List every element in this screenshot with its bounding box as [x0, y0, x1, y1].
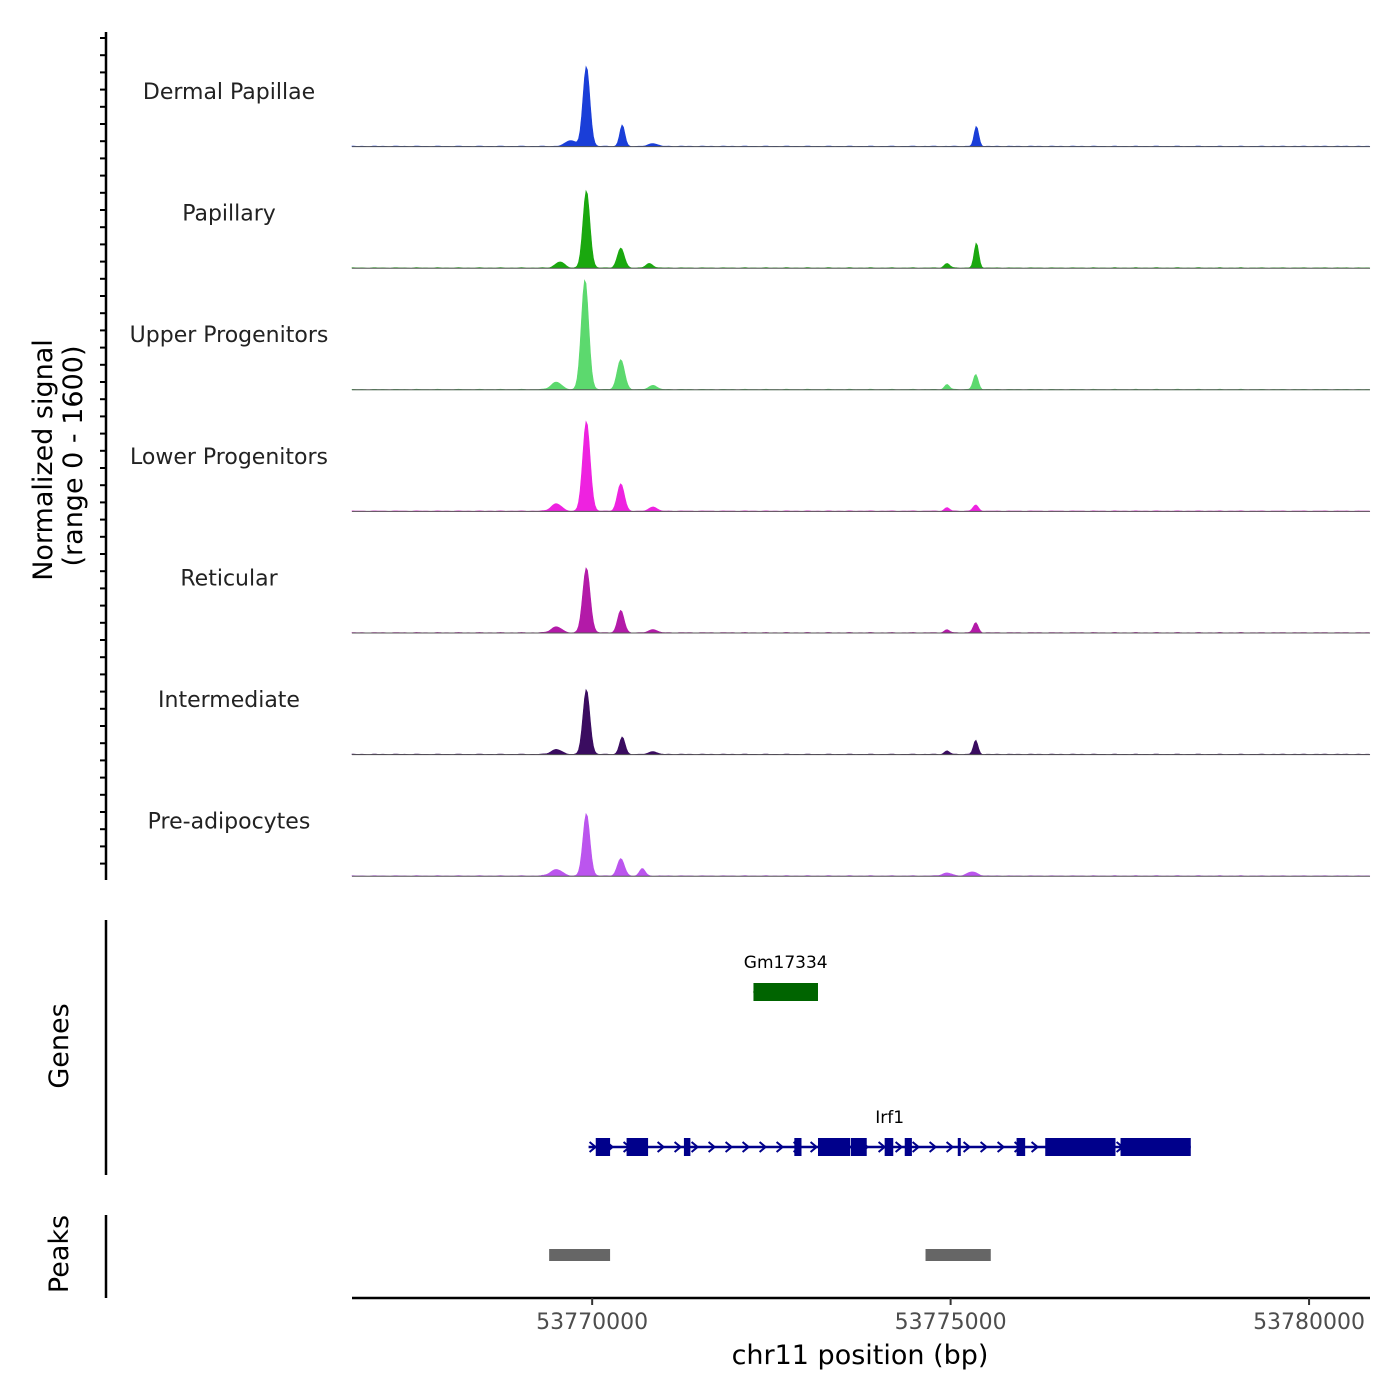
- strand-chevron: [945, 1141, 955, 1153]
- gene-label: Gm17334: [744, 953, 828, 973]
- x-tick-label: 53775000: [895, 1310, 1007, 1335]
- strand-chevron: [758, 1141, 768, 1153]
- gene-exon: [1045, 1138, 1116, 1156]
- y-axis-range-label: (range 0 - 1600): [58, 346, 89, 567]
- signal-area: [351, 189, 1371, 269]
- gene-exon: [595, 1138, 611, 1156]
- gene-exon: [683, 1138, 691, 1156]
- signal-area: [351, 812, 1371, 877]
- signal-area: [351, 420, 1371, 512]
- gene-exon: [1120, 1138, 1191, 1156]
- gene-exon: [957, 1138, 961, 1156]
- strand-chevron: [1030, 1141, 1040, 1153]
- gene-exon: [794, 1138, 802, 1156]
- strand-chevron: [690, 1141, 700, 1153]
- strand-chevron: [588, 1141, 598, 1153]
- peak-panel: [549, 1249, 991, 1261]
- signal-area: [351, 279, 1371, 391]
- signal-tracks: Dermal Papillae Papillary Upper Progenitor…: [130, 65, 1371, 877]
- strand-chevron: [707, 1141, 717, 1153]
- x-tick-label: 53780000: [1253, 1310, 1365, 1335]
- signal-area: [351, 567, 1371, 634]
- peaks-panel-title: Peaks: [44, 1215, 75, 1293]
- strand-chevron: [911, 1141, 921, 1153]
- gene-exon: [884, 1138, 894, 1156]
- gene-annotation-panel: Gm17334 Irf1: [588, 953, 1191, 1156]
- gene-exon: [817, 1138, 851, 1156]
- x-axis-title: chr11 position (bp): [732, 1340, 989, 1371]
- strand-chevron: [656, 1141, 666, 1153]
- signal-y-axis-ticks: [100, 37, 106, 865]
- strand-chevron: [877, 1141, 887, 1153]
- x-axis-ticks: 53770000 53775000 53780000: [536, 1298, 1365, 1335]
- track-label: Reticular: [180, 566, 278, 591]
- y-axis-title: Normalized signal: [28, 339, 59, 581]
- track-label: Papillary: [182, 202, 276, 227]
- strand-chevron: [928, 1141, 938, 1153]
- track-label: Lower Progenitors: [130, 445, 328, 470]
- track-label: Pre-adipocytes: [148, 810, 311, 835]
- peak-region: [925, 1249, 991, 1261]
- strand-chevron: [809, 1141, 819, 1153]
- track-label: Intermediate: [158, 688, 300, 713]
- strand-chevron: [741, 1141, 751, 1153]
- gene-exon: [904, 1138, 912, 1156]
- genes-panel-title: Genes: [44, 1003, 75, 1088]
- strand-chevron: [673, 1141, 683, 1153]
- strand-chevron: [894, 1141, 904, 1153]
- x-tick-label: 53770000: [536, 1310, 648, 1335]
- strand-chevron: [962, 1141, 972, 1153]
- signal-area: [351, 65, 1371, 147]
- gene-exon: [850, 1138, 867, 1156]
- strand-chevron: [724, 1141, 734, 1153]
- peak-region: [549, 1249, 611, 1261]
- signal-area: [351, 688, 1371, 755]
- strand-chevron: [996, 1141, 1006, 1153]
- strand-chevron: [979, 1141, 989, 1153]
- gene-label: Irf1: [875, 1108, 904, 1128]
- gene-exon: [626, 1138, 649, 1156]
- track-label: Dermal Papillae: [143, 80, 315, 105]
- track-label: Upper Progenitors: [130, 323, 329, 348]
- strand-chevron: [775, 1141, 785, 1153]
- gene-exon: [753, 983, 818, 1001]
- gene-exon: [1016, 1138, 1026, 1156]
